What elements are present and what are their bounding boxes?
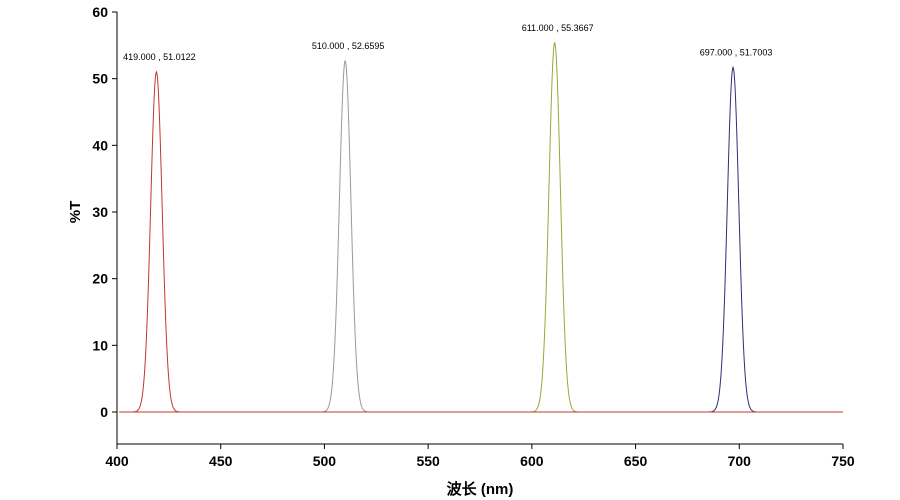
series-line-4 [695,65,771,413]
y-tick-label: 0 [100,404,108,420]
series-line-3 [517,41,593,413]
x-tick-label: 500 [313,453,337,469]
y-tick-label: 30 [92,204,108,220]
series-line-1 [119,70,194,413]
x-tick-label: 450 [209,453,233,469]
peak-annotation: 697.000 , 51.7003 [700,47,773,57]
y-tick-label: 20 [92,271,108,287]
x-tick-label: 600 [520,453,544,469]
y-tick-label: 10 [92,337,108,353]
x-axis-title: 波长 (nm) [447,480,514,498]
series-line-2 [307,59,383,413]
peak-annotation: 510.000 , 52.6595 [312,41,385,51]
peak-annotations: 419.000 , 51.0122 510.000 , 52.6595 611.00… [123,23,772,62]
x-tick-label: 550 [416,453,440,469]
peak-annotation: 419.000 , 51.0122 [123,52,196,62]
y-tick-label: 40 [92,137,108,153]
y-axis-ticks: 0 10 20 30 40 50 60 [92,4,117,420]
x-tick-label: 650 [624,453,648,469]
y-axis-title: %T [67,201,84,224]
y-tick-label: 60 [92,4,108,20]
x-tick-label: 750 [831,453,855,469]
x-tick-label: 700 [728,453,752,469]
x-axis-ticks: 400 450 500 550 600 650 700 750 [105,444,855,469]
peak-annotation: 611.000 , 55.3667 [522,23,594,33]
y-tick-label: 50 [92,71,108,87]
series-layer [119,41,843,413]
x-tick-label: 400 [105,453,129,469]
